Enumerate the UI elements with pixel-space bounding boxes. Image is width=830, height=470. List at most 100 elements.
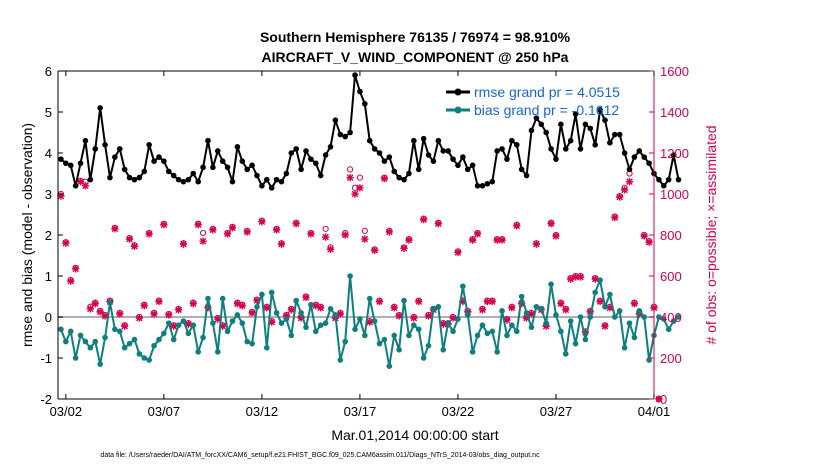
obs-assimilated-marker <box>591 275 599 283</box>
rmse-point <box>165 168 172 175</box>
obs-assimilated-marker <box>439 320 447 328</box>
series-lines <box>58 72 682 370</box>
x-tick-label: 03/12 <box>246 404 279 419</box>
obs-assimilated-marker <box>483 297 491 306</box>
rmse-point <box>357 88 363 95</box>
rmse-point <box>116 146 123 152</box>
bias-point <box>244 338 250 345</box>
bias-point <box>278 320 285 326</box>
obs-assimilated-marker <box>116 310 124 318</box>
y-right-tick-label: 200 <box>660 351 682 366</box>
obs-assimilated-marker <box>121 322 129 330</box>
obs-assimilated-marker <box>91 300 99 308</box>
bias-point <box>313 328 319 335</box>
obs-assimilated-marker <box>243 228 251 236</box>
obs-assimilated-marker <box>370 246 379 255</box>
y-right-tick-label: 400 <box>660 310 682 325</box>
rmse-point <box>420 135 427 142</box>
obs-assimilated-marker <box>317 304 325 312</box>
rmse-point <box>513 142 520 148</box>
bias-point <box>288 332 295 339</box>
obs-possible-marker <box>356 174 364 181</box>
footnote: data file: /Users/raeder/DAI/ATM_forcXX/… <box>100 452 540 459</box>
rmse-point <box>391 168 398 175</box>
obs-assimilated-marker <box>385 228 393 236</box>
bias-point <box>548 281 554 288</box>
rmse-point <box>303 148 309 154</box>
obs-assimilated-marker <box>405 236 413 244</box>
rmse-point <box>180 178 187 185</box>
obs-assimilated-marker <box>527 310 536 318</box>
y-right-tick-label: 800 <box>660 228 682 243</box>
rmse-point <box>641 154 647 160</box>
rmse-point <box>337 131 344 138</box>
obs-assimilated-marker <box>263 304 271 312</box>
obs-possible-marker <box>199 229 207 237</box>
bias-point <box>249 340 255 347</box>
bias-point <box>670 318 677 324</box>
bias-point <box>200 334 206 341</box>
obs-assimilated-marker <box>277 240 286 248</box>
bias-point <box>170 336 177 343</box>
rmse-point <box>131 176 138 183</box>
x-tick-label: 03/02 <box>50 404 83 419</box>
rmse-point <box>616 131 623 138</box>
y-tick-label: 6 <box>45 64 52 79</box>
bias-point <box>665 326 672 333</box>
rmse-point <box>386 154 393 160</box>
obs-assimilated-marker <box>513 222 521 230</box>
rmse-point <box>92 146 99 152</box>
bias-point <box>528 324 535 331</box>
rmse-point <box>631 154 638 160</box>
obs-possible-marker <box>322 225 329 232</box>
chart-title: Southern Hemisphere 76135 / 76974 = 98.9… <box>260 29 571 45</box>
bias-point <box>141 355 148 361</box>
bias-point <box>92 338 99 345</box>
obs-assimilated-marker <box>135 314 144 322</box>
obs-assimilated-marker <box>302 293 310 302</box>
rmse-point <box>499 146 505 152</box>
bias-point <box>533 303 540 310</box>
obs-assimilated-marker <box>459 297 467 306</box>
obs-assimilated-marker <box>552 232 560 240</box>
bias-point <box>631 334 638 341</box>
legend-rmse-label: rmse grand pr = 4.0515 <box>474 84 620 100</box>
bias-point <box>72 355 79 361</box>
rmse-point <box>474 183 481 189</box>
obs-assimilated-marker <box>532 240 541 248</box>
bias-point <box>518 293 525 300</box>
bias-point <box>283 316 290 322</box>
obs-assimilated-marker <box>581 328 590 337</box>
rmse-point <box>214 148 221 154</box>
obs-assimilated-marker <box>625 178 634 186</box>
bias-point <box>175 322 182 329</box>
obs-assimilated-marker <box>341 231 349 239</box>
obs-assimilated-marker <box>424 312 433 320</box>
bias-point <box>97 361 103 367</box>
rmse-point <box>558 121 564 128</box>
bias-point <box>156 336 162 343</box>
rmse-point <box>415 166 422 173</box>
y-right-tick-label: 0 <box>660 392 667 407</box>
bias-point <box>587 314 594 320</box>
obs-assimilated-marker <box>130 242 139 250</box>
rmse-point <box>151 158 157 164</box>
obs-assimilated-marker <box>272 226 281 234</box>
obs-assimilated-marker <box>493 236 501 244</box>
obs-assimilated-marker <box>219 322 227 330</box>
rmse-point <box>293 146 300 152</box>
y-right-tick-label: 1400 <box>660 105 689 120</box>
bias-point <box>107 299 113 306</box>
bias-point <box>342 338 349 345</box>
rmse-point <box>347 129 353 136</box>
rmse-point <box>63 160 69 167</box>
rmse-point <box>136 174 143 181</box>
rmse-point <box>607 139 613 146</box>
rmse-point <box>636 148 643 154</box>
obs-assimilated-marker <box>287 306 295 314</box>
legend: rmse grand pr = 4.0515 bias grand pr = -… <box>446 84 620 118</box>
obs-assimilated-marker <box>508 304 516 312</box>
rmse-point <box>107 174 113 181</box>
rmse-point <box>562 146 569 152</box>
obs-assimilated-marker <box>170 322 178 330</box>
